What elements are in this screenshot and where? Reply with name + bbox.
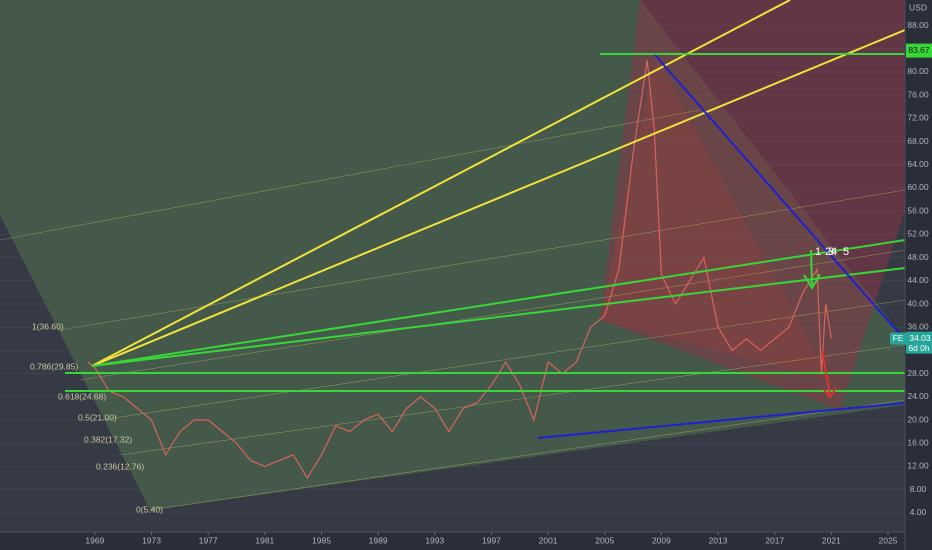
x-tick-label: 2025: [879, 535, 898, 545]
y-tick-label: 64.00: [907, 159, 929, 169]
wave-label: 3: [828, 246, 834, 258]
fib-label: 0(5.40): [136, 504, 163, 514]
y-tick-label: 40.00: [907, 298, 929, 308]
y-tick-label: 56.00: [907, 205, 929, 215]
x-tick-label: 2017: [765, 535, 784, 545]
x-tick-label: 2021: [822, 535, 841, 545]
fib-label: 0.786(29.85): [30, 361, 78, 371]
y-tick-label: 88.00: [907, 20, 929, 30]
x-tick-label: 2005: [595, 535, 614, 545]
y-tick-label: 8.00: [910, 484, 927, 494]
y-tick-label: 28.00: [907, 368, 929, 378]
y-tick-label: 76.00: [907, 89, 929, 99]
fib-label: 0.618(24.68): [58, 391, 106, 401]
currency: USD: [909, 2, 927, 12]
price-line: [87, 60, 832, 480]
fib-label: 0.5(21.00): [78, 412, 117, 422]
y-tick-label: 4.00: [910, 507, 927, 517]
x-tick-label: 1989: [369, 535, 388, 545]
red-zone: [600, 0, 905, 410]
y-tick-label: 68.00: [907, 136, 929, 146]
fib-label: 0.382(17.32): [84, 434, 132, 444]
countdown: 6d 0h: [908, 343, 930, 353]
x-tick-label: 1985: [312, 535, 331, 545]
y-tick-label: 48.00: [907, 252, 929, 262]
fib-label: 0.236(12.76): [96, 461, 144, 471]
symbol-label: FE: [893, 333, 904, 343]
y-tick-label: 20.00: [907, 414, 929, 424]
y-tick-label: 80.00: [907, 66, 929, 76]
x-tick-label: 2009: [652, 535, 671, 545]
y-tick-label: 36.00: [907, 321, 929, 331]
last-price-label: 34.03: [909, 333, 931, 343]
x-tick-label: 1993: [425, 535, 444, 545]
x-tick-label: 1973: [142, 535, 161, 545]
y-tick-label: 12.00: [907, 461, 929, 471]
y-tick-label: 72.00: [907, 113, 929, 123]
x-tick-label: 1997: [482, 535, 501, 545]
x-tick-label: 1977: [199, 535, 218, 545]
wave-label: 2: [825, 246, 831, 258]
y-tick-label: 16.00: [907, 437, 929, 447]
y-tick-label: 44.00: [907, 275, 929, 285]
wave-label: 4: [831, 246, 837, 258]
wave-label: 5: [843, 246, 849, 258]
y-tick-label: 52.00: [907, 229, 929, 239]
fib-label: 1(36.60): [32, 321, 64, 331]
price-tag: [906, 43, 932, 58]
wave-label: 1: [815, 246, 821, 258]
x-tick-label: 2013: [709, 535, 728, 545]
y-tick-label: 60.00: [907, 182, 929, 192]
y-tick-label: 24.00: [907, 391, 929, 401]
x-tick-label: 2001: [539, 535, 558, 545]
x-tick-label: 1969: [85, 535, 104, 545]
last-price-tag: [906, 331, 932, 354]
symbol-tag: [890, 332, 906, 345]
drawings: [65, 0, 906, 439]
price-tag-label: 83.67: [908, 45, 930, 55]
x-tick-label: 1981: [255, 535, 274, 545]
channel-lines: [0, 109, 906, 511]
